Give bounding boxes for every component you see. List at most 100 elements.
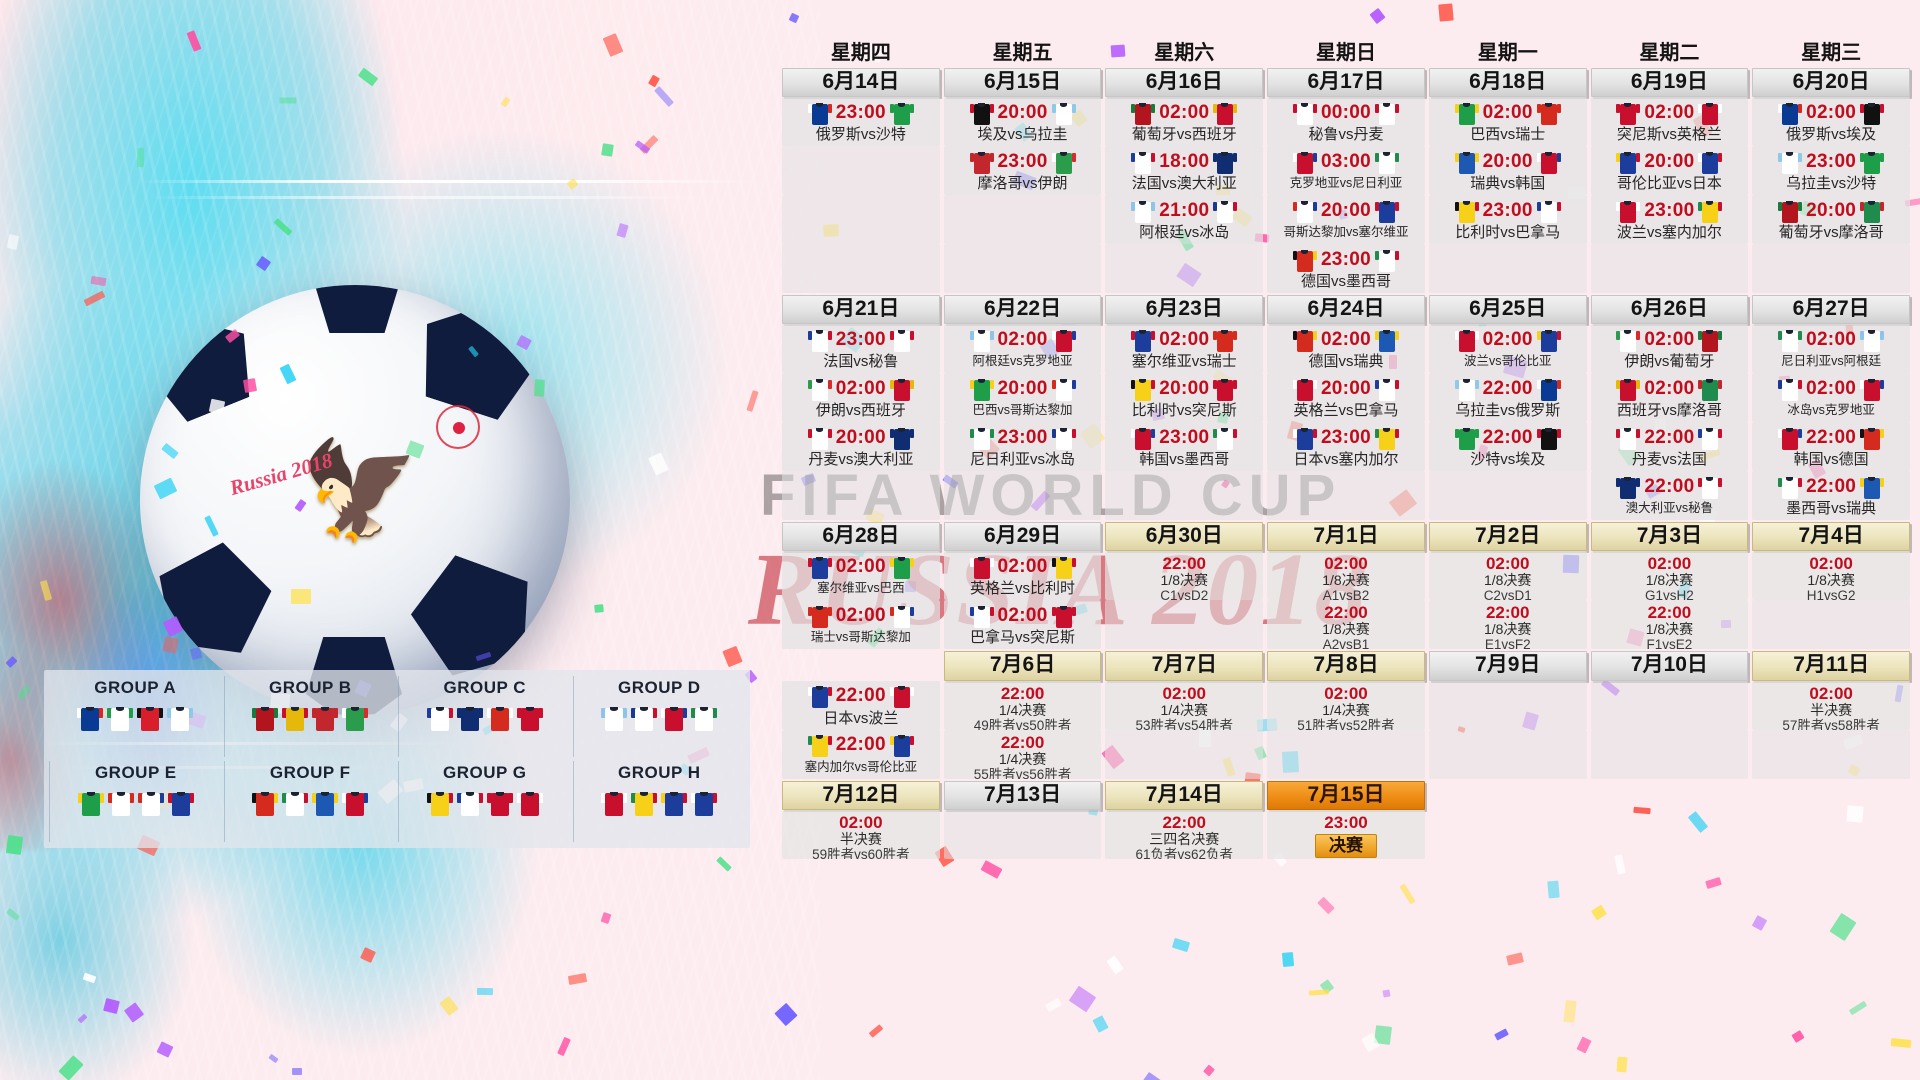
match-cell[interactable]: 20:00 埃及vs乌拉圭 (943, 97, 1102, 147)
match-cell[interactable]: 22:00 日本vs波兰 (782, 680, 940, 730)
match-cell[interactable]: 20:00 哥伦比亚vs日本 (1590, 146, 1749, 196)
match-cell[interactable]: 02:00 尼日利亚vs阿根廷 (1752, 324, 1910, 374)
date-cell-7月2日[interactable]: 7月2日 (1428, 522, 1587, 552)
knockout-match-cell[interactable]: 22:00 1/8决赛 C1vsD2 (1105, 551, 1264, 601)
date-cell-6月30日[interactable]: 6月30日 (1105, 522, 1264, 552)
home-team-jersey-icon (1778, 149, 1803, 175)
match-cell[interactable]: 23:00 波兰vs塞内加尔 (1590, 195, 1749, 245)
match-cell[interactable]: 02:00 俄罗斯vs埃及 (1752, 97, 1910, 147)
match-cell[interactable]: 03:00 克罗地亚vs尼日利亚 (1267, 146, 1425, 196)
match-cell[interactable]: 20:00 葡萄牙vs摩洛哥 (1752, 195, 1910, 245)
knockout-match-cell[interactable]: 22:00 1/8决赛 A2vsB1 (1267, 600, 1425, 650)
knockout-match-cell[interactable]: 02:00 1/8决赛 G1vsH2 (1590, 551, 1749, 601)
date-cell-7月11日[interactable]: 7月11日 (1752, 651, 1910, 681)
knockout-match-cell[interactable]: 22:00 1/8决赛 F1vsE2 (1590, 600, 1749, 650)
match-cell[interactable]: 02:00 塞尔维亚vs瑞士 (1105, 324, 1264, 374)
match-cell[interactable]: 23:00 日本vs塞内加尔 (1267, 422, 1425, 472)
match-cell[interactable]: 02:00 巴西vs瑞士 (1428, 97, 1587, 147)
date-cell-6月23日[interactable]: 6月23日 (1105, 295, 1264, 325)
date-cell-7月4日[interactable]: 7月4日 (1752, 522, 1910, 552)
match-cell[interactable]: 02:00 德国vs瑞典 (1267, 324, 1425, 374)
match-cell[interactable]: 18:00 法国vs澳大利亚 (1105, 146, 1264, 196)
knockout-match-cell[interactable]: 02:00 1/8决赛 A1vsB2 (1267, 551, 1425, 601)
knockout-match-cell[interactable]: 02:00 1/4决赛 53胜者vs54胜者 (1105, 680, 1264, 730)
match-cell[interactable]: 20:00 丹麦vs澳大利亚 (782, 422, 940, 472)
knockout-match-cell[interactable]: 02:00 半决赛 57胜者vs58胜者 (1752, 680, 1910, 730)
match-cell[interactable]: 02:00 冰岛vs克罗地亚 (1752, 373, 1910, 423)
knockout-match-cell[interactable]: 22:00 1/4决赛 49胜者vs50胜者 (943, 680, 1102, 730)
knockout-match-cell[interactable]: 23:00 决赛 (1267, 809, 1425, 859)
knockout-match-cell[interactable]: 22:00 三四名决赛 61负者vs62负者 (1105, 809, 1264, 859)
match-cell[interactable]: 02:00 伊朗vs葡萄牙 (1590, 324, 1749, 374)
date-cell-6月26日[interactable]: 6月26日 (1590, 295, 1749, 325)
date-cell-6月19日[interactable]: 6月19日 (1590, 68, 1749, 98)
match-cell[interactable]: 20:00 比利时vs突尼斯 (1105, 373, 1264, 423)
match-cell[interactable]: 22:00 沙特vs埃及 (1428, 422, 1587, 472)
team-jersey-icon (661, 703, 688, 733)
date-cell-7月6日[interactable]: 7月6日 (943, 651, 1102, 681)
date-cell-6月22日[interactable]: 6月22日 (943, 295, 1102, 325)
match-cell[interactable]: 02:00 阿根廷vs克罗地亚 (943, 324, 1102, 374)
date-cell-7月15日[interactable]: 7月15日 (1267, 780, 1425, 810)
date-cell-6月25日[interactable]: 6月25日 (1428, 295, 1587, 325)
match-cell[interactable]: 02:00 西班牙vs摩洛哥 (1590, 373, 1749, 423)
match-cell[interactable]: 02:00 瑞士vs哥斯达黎加 (782, 600, 940, 650)
date-cell-6月24日[interactable]: 6月24日 (1267, 295, 1425, 325)
date-cell-6月17日[interactable]: 6月17日 (1267, 68, 1425, 98)
knockout-match-cell[interactable]: 22:00 1/4决赛 55胜者vs56胜者 (943, 729, 1102, 779)
match-cell[interactable]: 20:00 哥斯达黎加vs塞尔维亚 (1267, 195, 1425, 245)
knockout-match-cell[interactable]: 02:00 半决赛 59胜者vs60胜者 (782, 809, 940, 859)
match-cell[interactable]: 02:00 波兰vs哥伦比亚 (1428, 324, 1587, 374)
match-cell[interactable]: 02:00 伊朗vs西班牙 (782, 373, 940, 423)
matchup-label: F1vsE2 (1646, 637, 1693, 650)
date-cell-7月14日[interactable]: 7月14日 (1105, 780, 1264, 810)
date-cell-6月14日[interactable]: 6月14日 (782, 68, 940, 98)
match-cell[interactable]: 22:00 塞内加尔vs哥伦比亚 (782, 729, 940, 779)
match-cell[interactable]: 02:00 巴拿马vs突尼斯 (943, 600, 1102, 650)
date-cell-6月28日[interactable]: 6月28日 (782, 522, 940, 552)
knockout-match-cell[interactable]: 02:00 1/8决赛 C2vsD1 (1428, 551, 1587, 601)
match-cell[interactable]: 02:00 突尼斯vs英格兰 (1590, 97, 1749, 147)
empty-cell (943, 195, 1102, 245)
match-cell[interactable]: 23:00 俄罗斯vs沙特 (782, 97, 940, 147)
match-cell[interactable]: 21:00 阿根廷vs冰岛 (1105, 195, 1264, 245)
knockout-match-cell[interactable]: 02:00 1/8决赛 H1vsG2 (1752, 551, 1910, 601)
date-cell-6月16日[interactable]: 6月16日 (1105, 68, 1264, 98)
date-cell-7月1日[interactable]: 7月1日 (1267, 522, 1425, 552)
date-cell-7月10日[interactable]: 7月10日 (1590, 651, 1749, 681)
match-cell[interactable]: 22:00 乌拉圭vs俄罗斯 (1428, 373, 1587, 423)
match-cell[interactable]: 23:00 法国vs秘鲁 (782, 324, 940, 374)
match-cell[interactable]: 02:00 葡萄牙vs西班牙 (1105, 97, 1264, 147)
knockout-match-cell[interactable]: 22:00 1/8决赛 E1vsF2 (1428, 600, 1587, 650)
date-cell-6月21日[interactable]: 6月21日 (782, 295, 940, 325)
match-cell[interactable]: 22:00 丹麦vs法国 (1590, 422, 1749, 472)
match-cell[interactable]: 23:00 比利时vs巴拿马 (1428, 195, 1587, 245)
match-cell[interactable]: 22:00 墨西哥vs瑞典 (1752, 471, 1910, 521)
date-cell-6月18日[interactable]: 6月18日 (1428, 68, 1587, 98)
match-cell[interactable]: 23:00 德国vs墨西哥 (1267, 244, 1425, 294)
match-cell[interactable]: 23:00 摩洛哥vs伊朗 (943, 146, 1102, 196)
match-cell[interactable]: 02:00 塞尔维亚vs巴西 (782, 551, 940, 601)
match-header: 00:00 (1269, 99, 1423, 126)
match-cell[interactable]: 22:00 澳大利亚vs秘鲁 (1590, 471, 1749, 521)
match-cell[interactable]: 23:00 乌拉圭vs沙特 (1752, 146, 1910, 196)
date-cell-7月8日[interactable]: 7月8日 (1267, 651, 1425, 681)
date-cell-7月12日[interactable]: 7月12日 (782, 780, 940, 810)
date-cell-7月9日[interactable]: 7月9日 (1428, 651, 1587, 681)
date-cell-7月13日[interactable]: 7月13日 (943, 780, 1102, 810)
date-cell-7月3日[interactable]: 7月3日 (1590, 522, 1749, 552)
match-cell[interactable]: 20:00 瑞典vs韩国 (1428, 146, 1587, 196)
date-cell-7月7日[interactable]: 7月7日 (1105, 651, 1264, 681)
match-cell[interactable]: 23:00 韩国vs墨西哥 (1105, 422, 1264, 472)
date-cell-6月20日[interactable]: 6月20日 (1752, 68, 1910, 98)
date-cell-6月29日[interactable]: 6月29日 (943, 522, 1102, 552)
match-cell[interactable]: 20:00 英格兰vs巴拿马 (1267, 373, 1425, 423)
match-cell[interactable]: 23:00 尼日利亚vs冰岛 (943, 422, 1102, 472)
match-cell[interactable]: 02:00 英格兰vs比利时 (943, 551, 1102, 601)
match-cell[interactable]: 22:00 韩国vs德国 (1752, 422, 1910, 472)
knockout-match-cell[interactable]: 02:00 1/4决赛 51胜者vs52胜者 (1267, 680, 1425, 730)
date-cell-6月27日[interactable]: 6月27日 (1752, 295, 1910, 325)
match-cell[interactable]: 00:00 秘鲁vs丹麦 (1267, 97, 1425, 147)
match-cell[interactable]: 20:00 巴西vs哥斯达黎加 (943, 373, 1102, 423)
date-cell-6月15日[interactable]: 6月15日 (943, 68, 1102, 98)
